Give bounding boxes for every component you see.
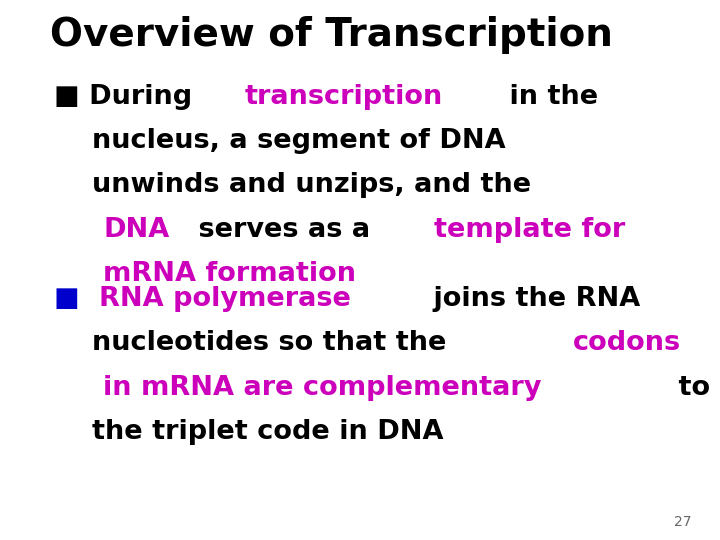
Text: nucleus, a segment of DNA: nucleus, a segment of DNA <box>54 128 505 154</box>
Text: joins the RNA: joins the RNA <box>424 286 641 312</box>
Text: mRNA formation: mRNA formation <box>103 261 356 287</box>
Text: transcription: transcription <box>245 84 443 110</box>
Text: RNA polymerase: RNA polymerase <box>99 286 351 312</box>
Text: DNA: DNA <box>103 217 169 242</box>
Text: Overview of Transcription: Overview of Transcription <box>50 16 613 54</box>
Text: 27: 27 <box>674 515 691 529</box>
Text: the triplet code in DNA: the triplet code in DNA <box>54 419 444 445</box>
Text: nucleotides so that the: nucleotides so that the <box>54 330 456 356</box>
Text: in mRNA are complementary: in mRNA are complementary <box>103 375 541 401</box>
Text: ■ During: ■ During <box>54 84 202 110</box>
Text: to: to <box>669 375 710 401</box>
Text: serves as a: serves as a <box>189 217 379 242</box>
Text: in the: in the <box>500 84 598 110</box>
Text: template for: template for <box>434 217 626 242</box>
Text: ■: ■ <box>54 286 89 312</box>
Text: unwinds and unzips, and the: unwinds and unzips, and the <box>54 172 531 198</box>
Text: codons: codons <box>572 330 680 356</box>
